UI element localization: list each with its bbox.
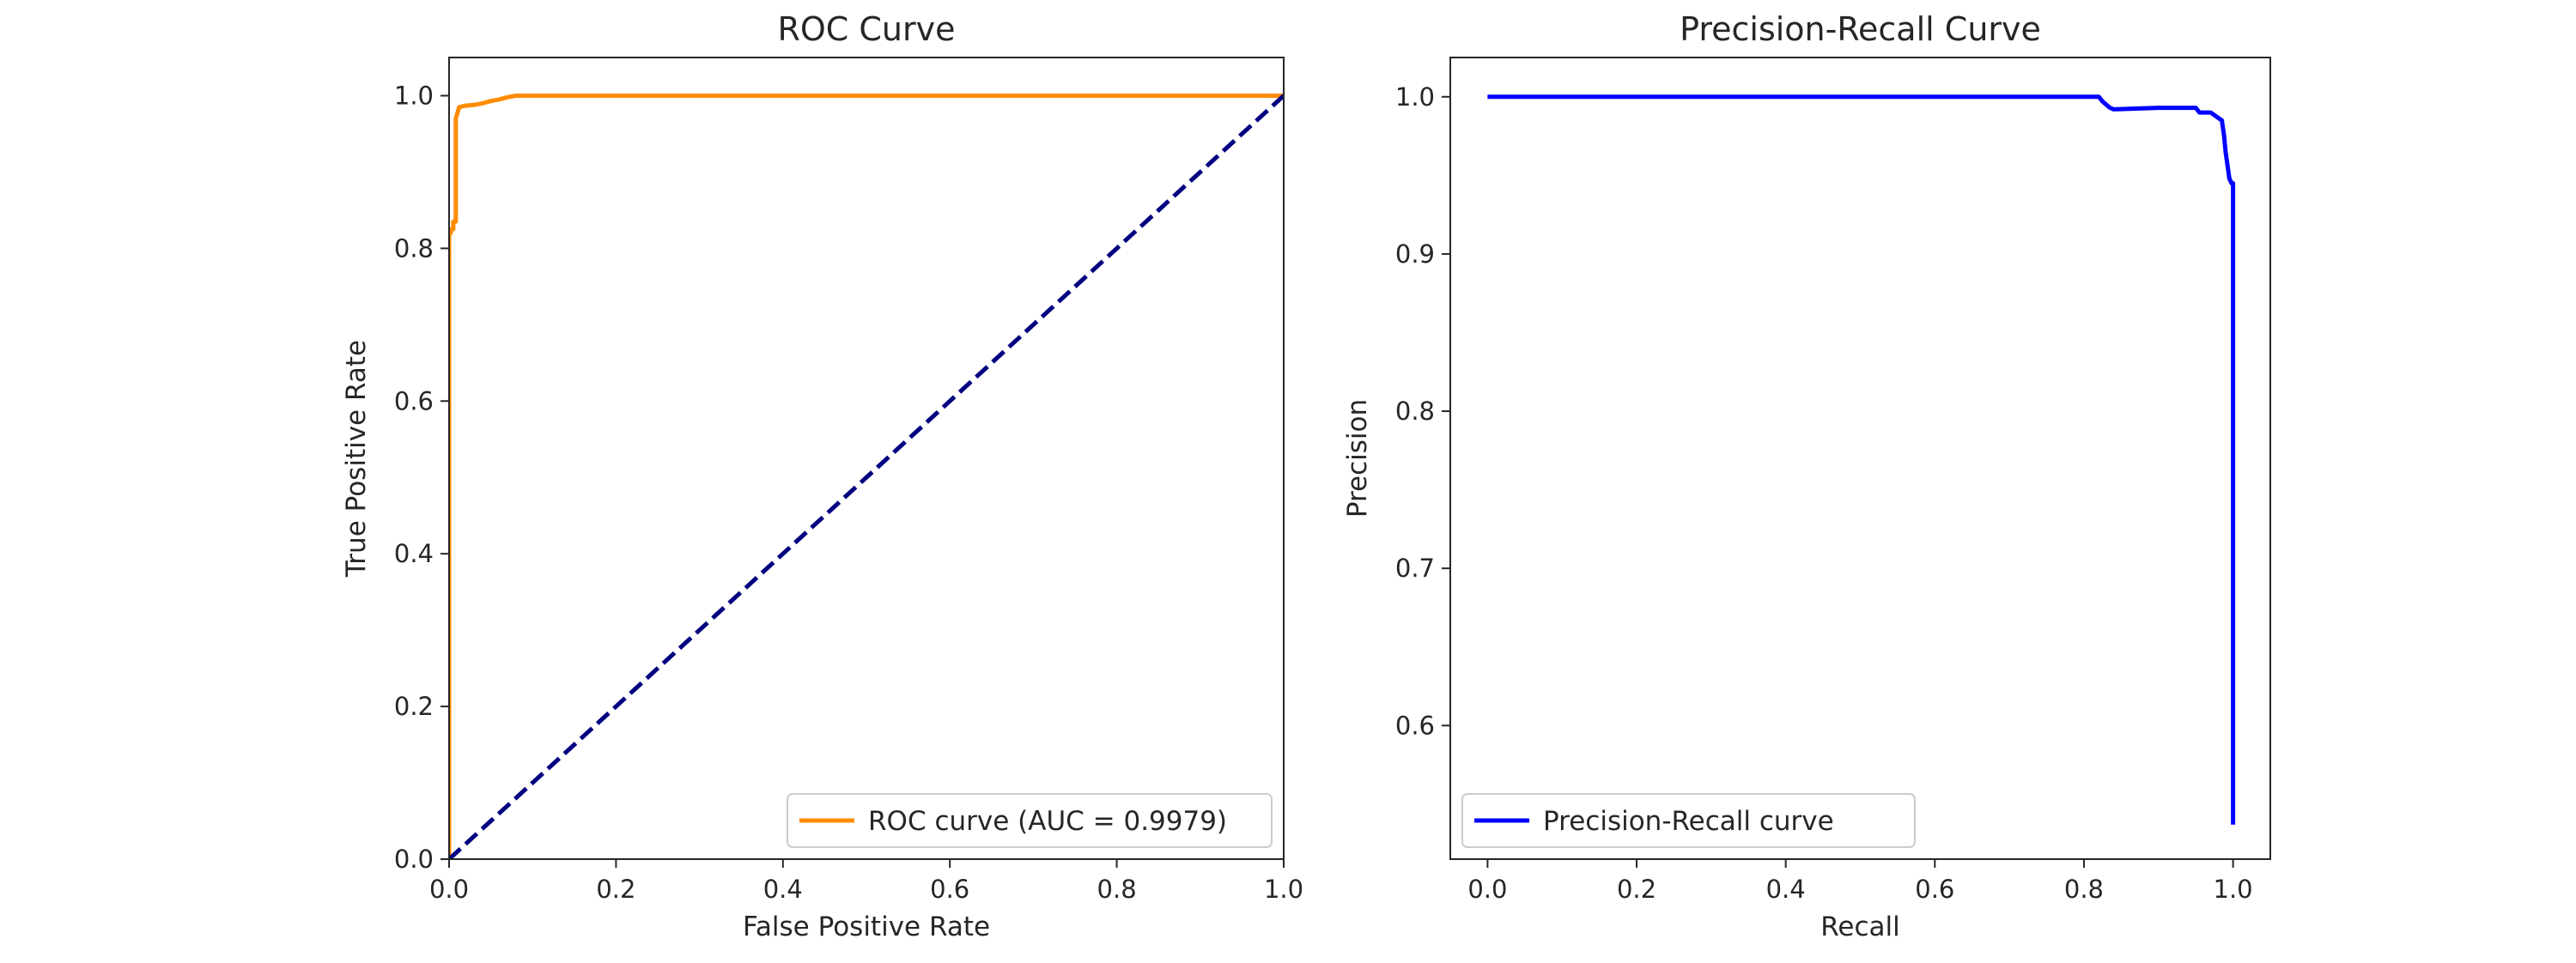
roc-x-tick-label: 0.8 (1097, 875, 1137, 904)
roc-x-tick-label: 0.0 (429, 875, 469, 904)
pr-x-axis-label: Recall (1820, 912, 1900, 942)
roc-y-axis-label: True Positive Rate (341, 340, 372, 578)
pr-title: Precision-Recall Curve (1680, 10, 2041, 48)
roc-x-tick-label: 0.4 (763, 875, 803, 904)
pr-x-tick-label: 0.2 (1617, 875, 1656, 904)
roc-y-tick-label: 1.0 (394, 81, 434, 110)
roc-series-chance (449, 94, 1284, 859)
roc-x-tick-label: 0.6 (930, 875, 969, 904)
pr-legend: Precision-Recall curve (1461, 793, 1916, 848)
roc-y-tick-label: 0.6 (394, 386, 434, 415)
roc-y-tick-label: 0.4 (394, 539, 434, 568)
precision-recall-chart: 0.0 0.2 0.4 0.6 0.8 1.0 0.6 0.7 0.8 0.9 1.0 Precisi… (1342, 10, 2271, 942)
pr-x-tick-label: 0.0 (1467, 875, 1507, 904)
pr-axes-frame (1449, 57, 2271, 860)
roc-plot-area (449, 58, 1284, 859)
roc-y-tick-label: 0.8 (394, 233, 434, 263)
pr-y-axis-label: Precision (1342, 399, 1373, 518)
roc-axes-frame (448, 57, 1285, 860)
pr-x-tick-label: 0.6 (1915, 875, 1954, 904)
roc-y-tick-label: 0.0 (394, 845, 434, 874)
pr-series-precision-recall-curve (1487, 94, 2236, 825)
pr-plot-area (1450, 58, 2270, 859)
pr-y-tick-label: 0.7 (1395, 554, 1435, 583)
roc-x-tick-label: 1.0 (1264, 875, 1303, 904)
pr-y-tick-label: 1.0 (1395, 82, 1435, 112)
roc-series-roc-curve-auc-0-9979 (449, 94, 1284, 859)
roc-legend: ROC curve (AUC = 0.9979) (787, 793, 1273, 848)
pr-y-tick-label: 0.6 (1395, 711, 1435, 740)
roc-title: ROC Curve (777, 10, 955, 48)
roc-x-tick-label: 0.2 (596, 875, 635, 904)
roc-chart: 0.0 0.2 0.4 0.6 0.8 1.0 0.0 0.2 0.4 0.6 0.8 1.0 ROC … (341, 10, 1303, 942)
pr-legend-label: Precision-Recall curve (1543, 806, 1834, 837)
pr-x-tick-label: 1.0 (2214, 875, 2253, 904)
pr-y-tick-label: 0.8 (1395, 397, 1435, 426)
pr-x-tick-label: 0.4 (1766, 875, 1806, 904)
pr-x-tick-label: 0.8 (2064, 875, 2104, 904)
pr-legend-box (1461, 793, 1916, 848)
roc-legend-box (787, 793, 1273, 848)
roc-legend-label: ROC curve (AUC = 0.9979) (868, 806, 1227, 837)
pr-y-tick-label: 0.9 (1395, 239, 1435, 269)
roc-x-axis-label: False Positive Rate (743, 912, 990, 942)
roc-y-tick-label: 0.2 (394, 692, 434, 721)
